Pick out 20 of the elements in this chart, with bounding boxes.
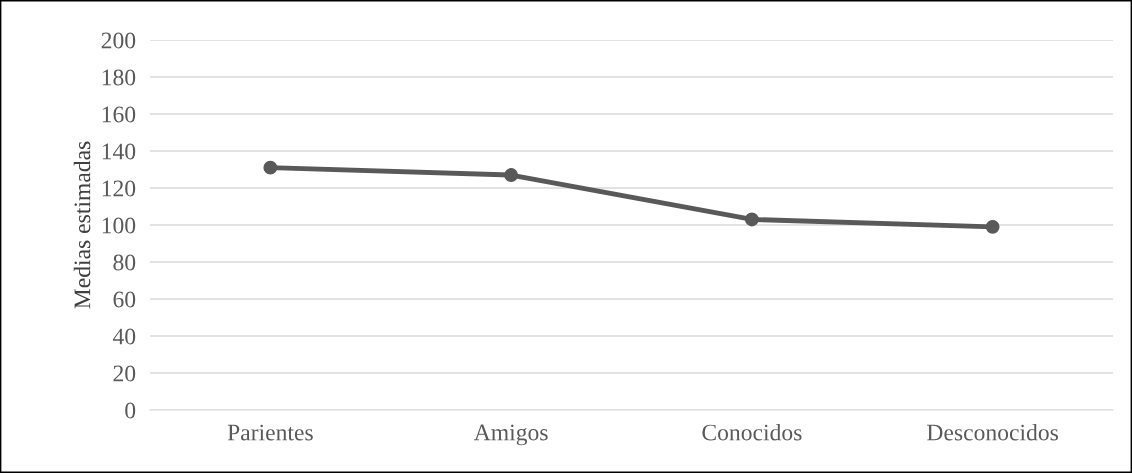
y-tick-label: 40 bbox=[112, 328, 136, 345]
point bbox=[504, 168, 519, 182]
y-tick-label: 140 bbox=[102, 143, 136, 160]
y-tick-label: 0 bbox=[125, 402, 136, 419]
x-tick-label: Conocidos bbox=[702, 423, 802, 441]
x-tick-label: Amigos bbox=[473, 424, 548, 446]
y-tick-label: 80 bbox=[113, 254, 136, 271]
y-tick-label: 100 bbox=[102, 217, 136, 234]
y-tick-label: 120 bbox=[102, 180, 136, 197]
y-tick-label: 200 bbox=[101, 32, 136, 49]
point bbox=[744, 212, 759, 227]
y-tick-label: 160 bbox=[102, 106, 136, 123]
y-tick-label: 180 bbox=[102, 69, 136, 86]
point bbox=[985, 219, 1000, 234]
point bbox=[263, 160, 278, 175]
x-tick-label: Parientes bbox=[227, 424, 313, 441]
y-tick-label: 60 bbox=[113, 291, 136, 308]
x-tick-label: Desconocidos bbox=[927, 423, 1058, 441]
y-tick-label: 20 bbox=[113, 365, 136, 382]
y-axis-title: Medias estimadas bbox=[73, 141, 91, 309]
